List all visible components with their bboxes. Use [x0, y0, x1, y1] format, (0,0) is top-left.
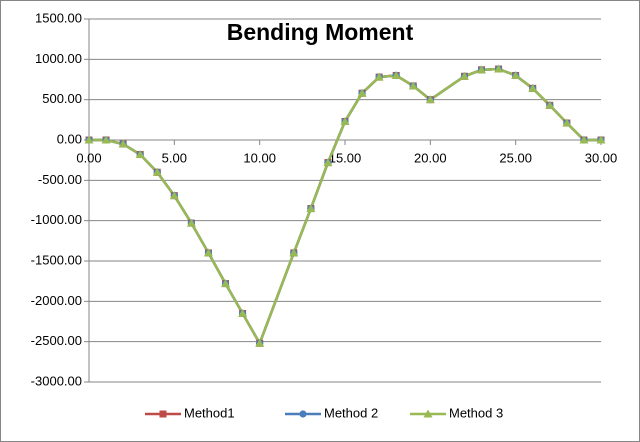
- y-tick-label: -1000.00: [31, 212, 82, 227]
- legend-marker: [299, 410, 307, 418]
- x-tick-label: 15.00: [329, 150, 362, 165]
- x-tick-label: 10.00: [243, 150, 276, 165]
- data-point: [459, 71, 469, 80]
- data-point: [408, 81, 418, 90]
- y-tick-label: -3000.00: [31, 373, 82, 388]
- data-point: [135, 150, 145, 159]
- data-point: [323, 158, 333, 167]
- data-point: [84, 135, 94, 144]
- data-point: [203, 248, 213, 257]
- data-point: [221, 279, 231, 288]
- data-point: [118, 139, 128, 148]
- data-point: [306, 204, 316, 213]
- data-point: [425, 95, 435, 104]
- data-point: [169, 191, 179, 200]
- y-tick-label: -2000.00: [31, 293, 82, 308]
- y-tick-label: -500.00: [38, 172, 82, 187]
- y-tick-label: 1500.00: [35, 10, 82, 25]
- data-point: [186, 218, 196, 227]
- data-point: [528, 83, 538, 92]
- data-point: [494, 64, 504, 73]
- data-point: [511, 70, 521, 79]
- data-point: [340, 116, 350, 125]
- data-point: [391, 70, 401, 79]
- x-tick-label: 30.00: [585, 150, 618, 165]
- data-point: [255, 338, 265, 347]
- x-tick-label: 20.00: [414, 150, 447, 165]
- legend-marker: [423, 409, 433, 418]
- data-point: [101, 135, 111, 144]
- data-point: [562, 118, 572, 127]
- x-tick-label: 0.00: [76, 150, 101, 165]
- data-point: [289, 248, 299, 257]
- data-point: [238, 308, 248, 317]
- y-tick-label: -1500.00: [31, 252, 82, 267]
- y-tick-label: -2500.00: [31, 333, 82, 348]
- x-tick-label: 25.00: [499, 150, 532, 165]
- data-point: [357, 88, 367, 97]
- y-tick-label: 1000.00: [35, 51, 82, 66]
- data-point: [374, 72, 384, 81]
- x-tick-label: 5.00: [162, 150, 187, 165]
- y-tick-label: 500.00: [42, 91, 82, 106]
- data-point: [579, 135, 589, 144]
- data-point: [477, 65, 487, 74]
- legend-marker: [159, 410, 167, 418]
- legend-label: Method 2: [324, 405, 378, 420]
- data-point: [596, 135, 606, 144]
- legend-label: Method 3: [449, 405, 503, 420]
- chart-title: Bending Moment: [227, 19, 414, 45]
- data-point: [545, 100, 555, 109]
- legend-label: Method1: [184, 405, 235, 420]
- data-point: [152, 167, 162, 176]
- y-tick-label: 0.00: [57, 131, 82, 146]
